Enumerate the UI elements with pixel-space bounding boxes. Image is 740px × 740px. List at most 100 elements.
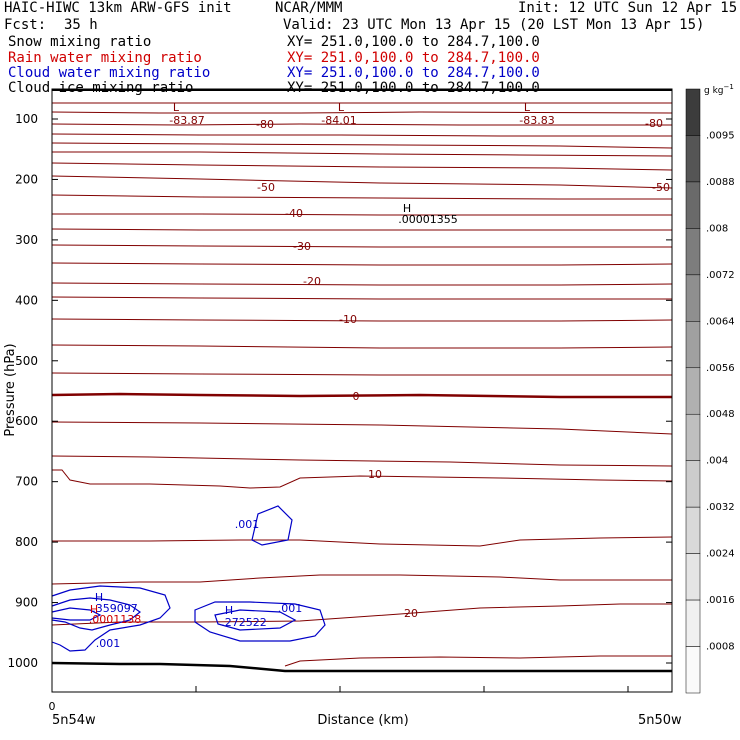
colorbar-label: .0048 — [706, 409, 735, 420]
field-xy-snow: XY= 251.0,100.0 to 284.7,100.0 — [287, 34, 540, 50]
y-tick-label: 800 — [15, 535, 38, 549]
fcst-value: 35 h — [64, 17, 98, 33]
y-tick-label: 700 — [15, 475, 38, 489]
cloud-contour — [51, 585, 171, 652]
valid-time: Valid: 23 UTC Mon 13 Apr 15 (20 LST Mon … — [283, 17, 705, 33]
contour-line — [51, 123, 672, 126]
low-symbol: L — [338, 101, 345, 114]
contour-line — [51, 392, 672, 399]
high-symbol: H — [95, 591, 103, 604]
field-name-cloud-ice: Cloud ice mixing ratio — [8, 80, 194, 96]
colorbar-swatch — [685, 506, 701, 554]
colorbar-swatch — [685, 413, 701, 461]
cloud-label: .001 — [235, 518, 260, 531]
y-tick-label: 300 — [15, 233, 38, 247]
y-tick-label: 900 — [15, 596, 38, 610]
colorbar-swatch — [685, 460, 701, 508]
contour-line — [52, 213, 672, 216]
contour-line — [51, 372, 672, 376]
contour-line — [51, 262, 673, 266]
colorbar-label: .004 — [706, 456, 728, 467]
contour-line — [51, 296, 672, 300]
field-name-snow: Snow mixing ratio — [8, 34, 152, 50]
y-tick-label: 400 — [15, 293, 38, 307]
contour-label: -50 — [257, 181, 275, 194]
contour-label: -83.87 — [169, 114, 204, 127]
contour-line — [51, 142, 673, 149]
contour-label: -20 — [303, 275, 321, 288]
contour-line — [51, 344, 673, 349]
contour-line — [51, 133, 672, 137]
cloud-contour — [194, 601, 326, 642]
cloud-contour — [51, 607, 102, 621]
high-value: .272522 — [221, 616, 267, 629]
cloud-contour — [214, 609, 297, 631]
colorbar-label: .0056 — [706, 363, 735, 374]
high-symbol: H — [90, 603, 98, 616]
colorbar-swatch — [685, 553, 701, 601]
cloud-label: .001 — [278, 602, 303, 615]
contour-line — [51, 318, 673, 322]
low-symbol: L — [173, 101, 180, 114]
contour-line — [51, 194, 672, 200]
colorbar-label: .008 — [706, 223, 728, 234]
field-xy-rain: XY= 251.0,100.0 to 284.7,100.0 — [287, 50, 540, 66]
contour-line — [51, 282, 673, 286]
colorbar-label: .0016 — [706, 595, 735, 606]
field-xy-cloud-water: XY= 251.0,100.0 to 284.7,100.0 — [287, 65, 540, 81]
colorbar-label: .0095 — [706, 130, 735, 141]
contour-label: -10 — [339, 313, 357, 326]
contour-label: -30 — [293, 240, 311, 253]
fcst-label: Fcst: — [4, 17, 47, 33]
cloud-contour — [251, 505, 293, 546]
contour-label: -83.83 — [519, 114, 554, 127]
high-value: .00001355 — [398, 213, 458, 226]
contour-line — [284, 655, 672, 667]
colorbar-swatch — [685, 646, 701, 694]
contour-line — [51, 228, 672, 231]
high-value: .359097 — [92, 602, 138, 615]
high-symbol: H — [225, 604, 233, 617]
contour-label: -40 — [285, 207, 303, 220]
colorbar-swatch — [685, 274, 701, 322]
contour-line — [51, 111, 673, 114]
high-value: .0001138 — [89, 613, 142, 626]
y-tick-label: 600 — [15, 414, 38, 428]
high-symbol: H — [403, 202, 411, 215]
low-symbol: L — [524, 101, 531, 114]
colorbar-label: .0088 — [706, 177, 735, 188]
cloud-label: .001 — [96, 637, 121, 650]
contour-line — [51, 244, 672, 248]
contour-label: 20 — [404, 607, 418, 620]
x-axis — [195, 686, 629, 692]
ground-line — [51, 661, 672, 673]
model-title: HAIC-HIWC 13km ARW-GFS init — [4, 0, 232, 16]
y-tick-label: 1000 — [7, 656, 38, 670]
temperature-contours — [51, 102, 673, 667]
contour-label: -50 — [652, 181, 670, 194]
contour-label: -80 — [256, 118, 274, 131]
y-tick-label: 500 — [15, 354, 38, 368]
field-name-cloud-water: Cloud water mixing ratio — [8, 65, 211, 81]
field-xy-cloud-ice: XY= 251.0,100.0 to 284.7,100.0 — [287, 80, 540, 96]
contour-line — [51, 175, 673, 189]
plot-frame — [51, 88, 673, 693]
contour-line — [51, 574, 672, 585]
x-start-tick-label: 0 — [49, 700, 56, 713]
y-axis-title: Pressure (hPa) — [3, 343, 18, 436]
colorbar-units-exp: −1 — [724, 83, 734, 91]
colorbar-units: g kg−1 — [704, 83, 734, 96]
x-axis-title: Distance (km) — [317, 713, 408, 728]
contour-line — [52, 151, 673, 157]
contour-label: -80 — [645, 117, 663, 130]
contour-line — [52, 536, 673, 547]
cloud-water-contours — [51, 505, 326, 652]
y-tick-label: 200 — [15, 172, 38, 186]
contour-line — [51, 162, 673, 171]
colorbar-units-base: g kg — [704, 86, 724, 96]
field-name-rain: Rain water mixing ratio — [8, 50, 202, 66]
colorbar-swatch — [685, 367, 701, 415]
contour-line — [52, 469, 673, 489]
x-right-label: 5n50w — [638, 713, 682, 728]
